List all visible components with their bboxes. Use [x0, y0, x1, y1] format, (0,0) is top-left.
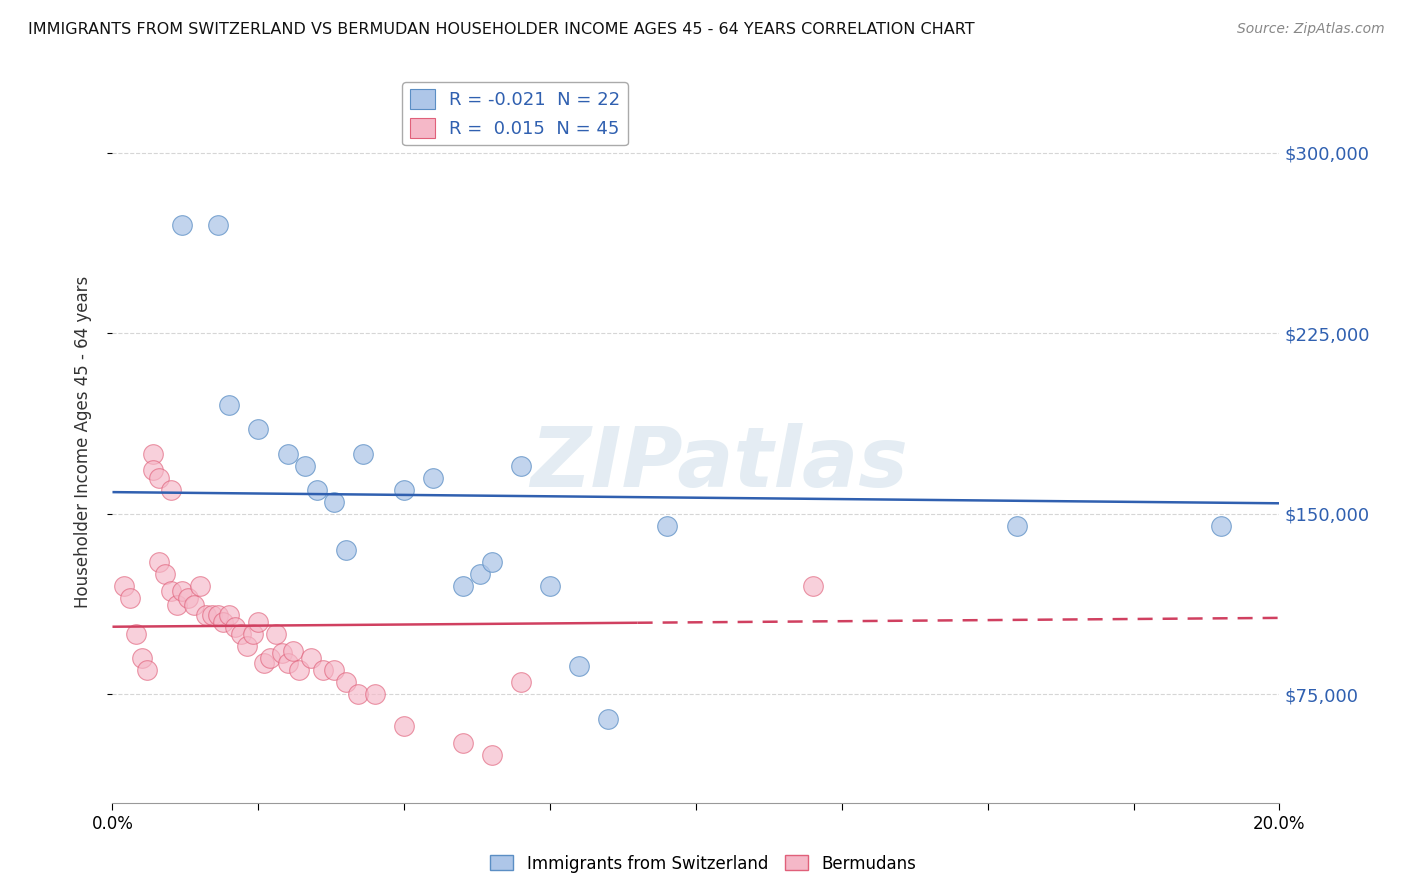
Point	[509, 458, 531, 473]
Point	[394, 483, 416, 497]
Point	[242, 627, 264, 641]
Point	[1005, 519, 1028, 533]
Point	[224, 620, 246, 634]
Point	[136, 664, 159, 678]
Point	[207, 218, 229, 232]
Point	[422, 471, 444, 485]
Legend: Immigrants from Switzerland, Bermudans: Immigrants from Switzerland, Bermudans	[484, 848, 922, 880]
Point	[276, 446, 298, 460]
Point	[183, 599, 205, 613]
Point	[247, 615, 270, 630]
Point	[394, 719, 416, 733]
Point	[142, 463, 165, 477]
Point	[509, 675, 531, 690]
Point	[568, 658, 591, 673]
Point	[294, 458, 316, 473]
Point	[335, 675, 357, 690]
Point	[259, 651, 281, 665]
Point	[481, 555, 503, 569]
Point	[264, 627, 287, 641]
Y-axis label: Householder Income Ages 45 - 64 years: Householder Income Ages 45 - 64 years	[73, 276, 91, 607]
Point	[305, 483, 328, 497]
Point	[481, 747, 503, 762]
Point	[288, 664, 311, 678]
Point	[299, 651, 322, 665]
Point	[172, 583, 194, 598]
Point	[655, 519, 678, 533]
Point	[229, 627, 252, 641]
Point	[118, 591, 141, 606]
Point	[346, 687, 368, 701]
Legend: R = -0.021  N = 22, R =  0.015  N = 45: R = -0.021 N = 22, R = 0.015 N = 45	[402, 82, 627, 145]
Point	[235, 639, 257, 653]
Text: Source: ZipAtlas.com: Source: ZipAtlas.com	[1237, 22, 1385, 37]
Point	[253, 656, 276, 670]
Point	[276, 656, 298, 670]
Point	[148, 555, 170, 569]
Point	[323, 494, 346, 508]
Point	[598, 712, 620, 726]
Point	[451, 579, 474, 593]
Point	[194, 607, 217, 622]
Point	[801, 579, 824, 593]
Point	[218, 398, 240, 412]
Point	[218, 607, 240, 622]
Point	[335, 542, 357, 557]
Point	[207, 607, 229, 622]
Text: ZIPatlas: ZIPatlas	[530, 423, 908, 504]
Point	[112, 579, 135, 593]
Point	[125, 627, 148, 641]
Point	[1209, 519, 1232, 533]
Point	[172, 218, 194, 232]
Point	[153, 567, 176, 582]
Point	[364, 687, 387, 701]
Point	[166, 599, 188, 613]
Point	[352, 446, 374, 460]
Point	[160, 483, 183, 497]
Point	[142, 446, 165, 460]
Point	[177, 591, 200, 606]
Point	[131, 651, 153, 665]
Point	[188, 579, 211, 593]
Point	[323, 664, 346, 678]
Text: IMMIGRANTS FROM SWITZERLAND VS BERMUDAN HOUSEHOLDER INCOME AGES 45 - 64 YEARS CO: IMMIGRANTS FROM SWITZERLAND VS BERMUDAN …	[28, 22, 974, 37]
Point	[212, 615, 235, 630]
Point	[538, 579, 561, 593]
Point	[311, 664, 333, 678]
Point	[148, 471, 170, 485]
Point	[201, 607, 224, 622]
Point	[247, 423, 270, 437]
Point	[270, 647, 292, 661]
Point	[160, 583, 183, 598]
Point	[451, 735, 474, 749]
Point	[468, 567, 491, 582]
Point	[283, 644, 305, 658]
